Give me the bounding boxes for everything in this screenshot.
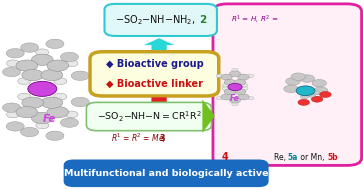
Circle shape [41,69,63,81]
Text: R$^1$ = H, R$^2$ =: R$^1$ = H, R$^2$ = [231,13,278,26]
Circle shape [311,96,323,102]
Circle shape [47,60,69,71]
Text: 4: 4 [221,152,228,162]
Circle shape [229,71,241,77]
Circle shape [232,102,238,106]
Circle shape [320,91,331,98]
Text: Fe: Fe [230,94,240,103]
Circle shape [54,93,67,100]
Circle shape [18,93,31,100]
Circle shape [224,89,236,95]
Circle shape [21,127,39,137]
Circle shape [28,81,57,96]
Circle shape [241,87,248,90]
FancyBboxPatch shape [213,4,362,165]
Text: R$^1$ = R$^2$ = Me,: R$^1$ = R$^2$ = Me, [111,132,167,145]
Circle shape [22,97,44,108]
Circle shape [216,74,223,77]
Circle shape [65,111,78,118]
Text: 3: 3 [160,134,165,143]
Text: ◆ Bioactive linker: ◆ Bioactive linker [106,78,203,88]
Circle shape [6,49,24,58]
Circle shape [247,74,254,77]
Circle shape [3,103,21,112]
Circle shape [60,52,78,62]
Text: 5a: 5a [287,153,297,162]
Circle shape [71,97,89,107]
FancyBboxPatch shape [86,102,212,131]
Text: $-$SO$_2$$-$NH$-$NH$_2$,: $-$SO$_2$$-$NH$-$NH$_2$, [115,13,196,27]
Circle shape [221,74,232,80]
Text: or Mn,: or Mn, [298,153,327,162]
Circle shape [234,89,246,95]
Circle shape [247,96,254,100]
Circle shape [47,106,69,118]
Circle shape [54,78,67,84]
Circle shape [300,75,315,82]
Circle shape [238,94,249,100]
Text: Re,: Re, [274,153,288,162]
Circle shape [32,112,53,124]
Circle shape [21,43,39,52]
Circle shape [60,118,78,127]
Text: $-$SO$_2$$-$NH$-$N$=$CR$^1$R$^2$: $-$SO$_2$$-$NH$-$N$=$CR$^1$R$^2$ [97,109,201,124]
Circle shape [32,54,53,65]
Circle shape [46,131,64,140]
Circle shape [222,84,229,87]
Circle shape [228,83,242,91]
Text: 5b: 5b [327,153,338,162]
Circle shape [222,87,229,90]
Circle shape [71,71,89,81]
Circle shape [300,94,309,99]
Circle shape [296,86,315,96]
Circle shape [298,99,310,105]
FancyBboxPatch shape [105,4,217,36]
Circle shape [36,49,49,56]
Circle shape [16,60,38,71]
Circle shape [65,60,78,67]
Circle shape [291,73,306,81]
Circle shape [238,74,249,80]
Text: Multifunctional and biologically active: Multifunctional and biologically active [64,169,268,178]
Circle shape [6,122,24,131]
Circle shape [312,80,326,87]
Circle shape [241,84,248,87]
Circle shape [229,97,241,103]
Circle shape [311,90,320,95]
Circle shape [3,67,21,77]
Circle shape [234,79,246,85]
Circle shape [224,79,236,85]
Circle shape [221,94,232,100]
Circle shape [286,78,300,85]
Text: ◆ Bioactive group: ◆ Bioactive group [106,59,203,69]
Circle shape [22,69,44,81]
FancyBboxPatch shape [90,52,219,96]
Circle shape [46,39,64,49]
Circle shape [307,93,316,97]
Circle shape [232,68,238,72]
FancyBboxPatch shape [65,160,268,186]
Circle shape [18,78,31,84]
Circle shape [216,96,223,100]
Circle shape [284,85,298,93]
Circle shape [16,106,38,118]
Text: Fe: Fe [43,114,56,124]
Circle shape [7,60,20,67]
Circle shape [314,87,328,94]
Circle shape [7,111,20,118]
Circle shape [41,97,63,108]
Circle shape [36,122,49,129]
Text: 2: 2 [199,15,206,25]
